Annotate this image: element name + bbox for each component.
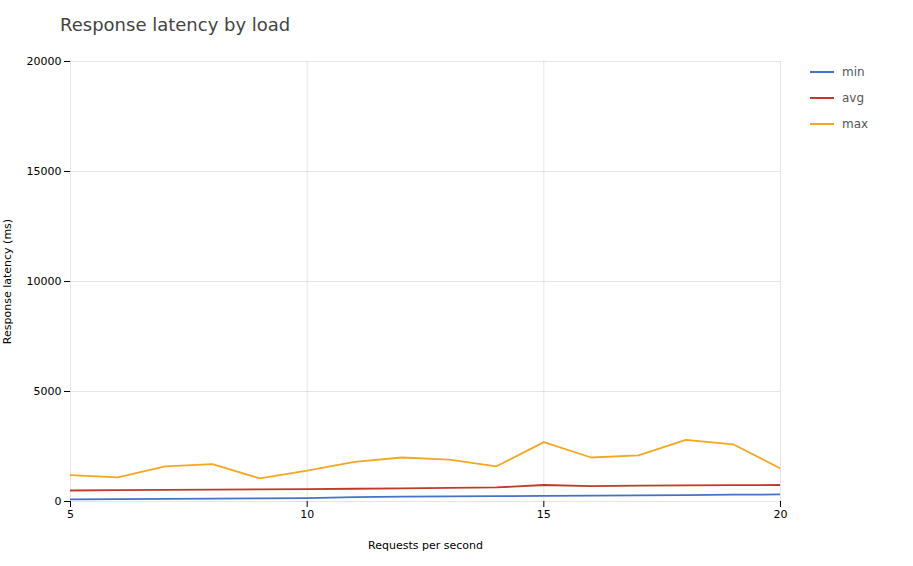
html-text:Response latency by load: Response latency by load bbox=[60, 14, 291, 35]
svg-text:15: 15 bbox=[537, 508, 551, 521]
svg-text:5: 5 bbox=[67, 508, 74, 521]
svg-text:5000: 5000 bbox=[34, 385, 62, 398]
svg-text:15000: 15000 bbox=[27, 165, 62, 178]
svg-text:10000: 10000 bbox=[27, 275, 62, 288]
svg-text:20: 20 bbox=[774, 508, 788, 521]
html-text:max: max bbox=[842, 117, 869, 131]
svg-text:Requests per second: Requests per second bbox=[368, 539, 483, 552]
html-text:min: min bbox=[842, 65, 865, 79]
svg-text:10: 10 bbox=[300, 508, 314, 521]
svg-text:Response latency (ms): Response latency (ms) bbox=[1, 219, 14, 344]
svg-text:20000: 20000 bbox=[27, 55, 62, 68]
html-text:avg: avg bbox=[842, 91, 865, 105]
svg-text:0: 0 bbox=[55, 495, 62, 508]
